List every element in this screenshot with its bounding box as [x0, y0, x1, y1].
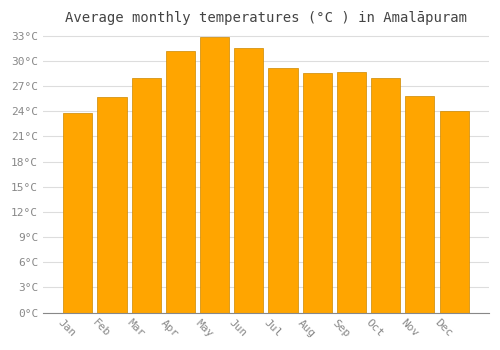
- Bar: [406, 96, 434, 313]
- Bar: [268, 68, 298, 313]
- Bar: [371, 78, 400, 313]
- Bar: [302, 73, 332, 313]
- Bar: [337, 72, 366, 313]
- Bar: [132, 78, 160, 313]
- Bar: [63, 113, 92, 313]
- Bar: [166, 51, 195, 313]
- Bar: [98, 97, 126, 313]
- Bar: [234, 48, 264, 313]
- Title: Average monthly temperatures (°C ) in Amalāpuram: Average monthly temperatures (°C ) in Am…: [65, 11, 467, 25]
- Bar: [200, 37, 229, 313]
- Bar: [440, 111, 468, 313]
